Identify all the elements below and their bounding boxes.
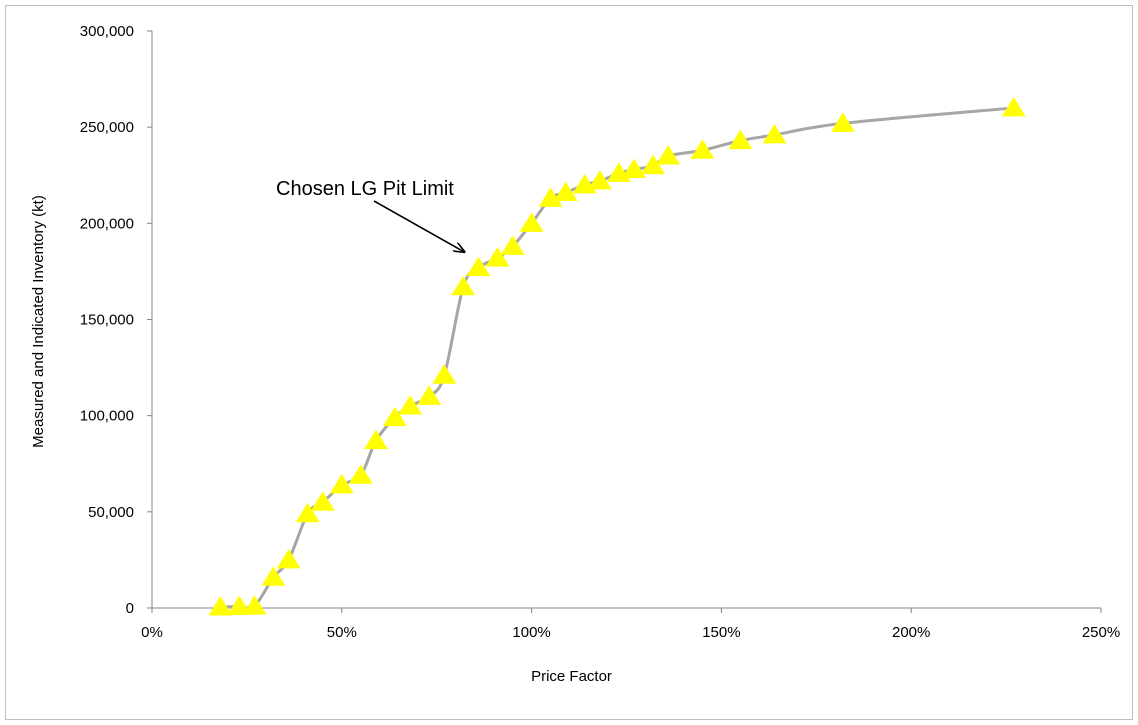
data-point-marker xyxy=(452,277,474,295)
data-point-marker xyxy=(350,465,372,483)
data-point-marker xyxy=(521,213,543,231)
y-tick-label: 50,000 xyxy=(88,504,134,521)
data-point-marker xyxy=(467,258,489,276)
data-point-marker xyxy=(433,365,455,383)
data-point-marker xyxy=(365,431,387,449)
y-axis-title: Measured and Indicated Inventory (kt) xyxy=(30,195,47,448)
x-tick-label: 100% xyxy=(512,624,550,641)
y-tick-label: 100,000 xyxy=(80,408,134,425)
annotation-arrow xyxy=(374,201,464,252)
axes xyxy=(152,31,1101,608)
x-axis-title: Price Factor xyxy=(531,668,612,685)
x-tick-label: 150% xyxy=(702,624,740,641)
y-tick-label: 200,000 xyxy=(80,215,134,232)
data-point-marker xyxy=(589,171,611,189)
x-tick-label: 250% xyxy=(1082,624,1120,641)
data-point-marker xyxy=(243,596,265,614)
data-point-marker xyxy=(278,550,300,568)
x-tick-label: 200% xyxy=(892,624,930,641)
chart-frame: 0% 50% 100% 150% 200% 250% 0 50,000 100,000 150,… xyxy=(5,5,1133,720)
x-tick-group: 0% 50% 100% 150% 200% 250% xyxy=(141,608,1120,641)
annotation-layer: Chosen LG Pit Limit xyxy=(276,178,464,252)
chart-svg: 0% 50% 100% 150% 200% 250% 0 50,000 100,000 150,… xyxy=(6,6,1134,721)
y-tick-label: 250,000 xyxy=(80,119,134,136)
data-point-marker xyxy=(1003,98,1025,116)
x-tick-label: 50% xyxy=(327,624,357,641)
y-tick-group: 0 50,000 100,000 150,000 200,000 250,000 300,0… xyxy=(80,23,152,617)
y-tick-label: 150,000 xyxy=(80,312,134,329)
series-layer xyxy=(209,98,1024,615)
data-point-marker xyxy=(331,475,353,493)
data-point-marker xyxy=(555,183,577,201)
x-tick-label: 0% xyxy=(141,624,163,641)
annotation-label: Chosen LG Pit Limit xyxy=(276,178,454,200)
y-tick-label: 300,000 xyxy=(80,23,134,40)
data-point-marker xyxy=(399,396,421,414)
y-tick-label: 0 xyxy=(126,600,134,617)
